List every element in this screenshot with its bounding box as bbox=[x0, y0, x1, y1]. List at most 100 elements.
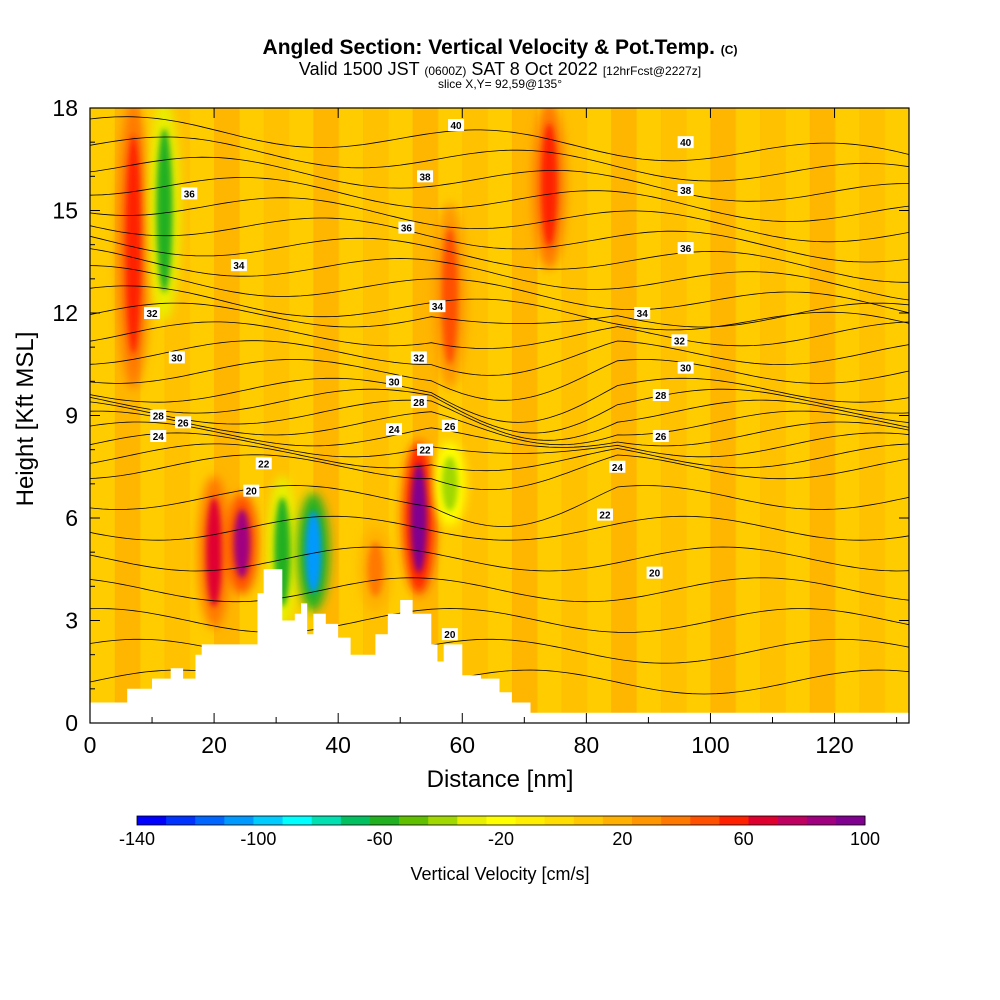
contour-label-box bbox=[168, 351, 185, 364]
isentrope-line bbox=[90, 136, 909, 182]
colorbar-swatch bbox=[369, 816, 400, 825]
colorbar-swatch bbox=[457, 816, 487, 825]
updraft-core bbox=[206, 497, 223, 607]
contour-label-box bbox=[634, 307, 651, 319]
isentrope-line bbox=[90, 177, 909, 222]
chart-title: Angled Section: Vertical Velocity & Pot.… bbox=[0, 36, 1000, 60]
y-tick-label: 0 bbox=[65, 710, 78, 736]
x-tick-label: 0 bbox=[84, 732, 97, 758]
y-tick-label: 12 bbox=[52, 300, 78, 326]
valid-prefix: Valid 1500 JST bbox=[298, 59, 420, 79]
contour-label: 36 bbox=[680, 244, 692, 255]
contour-label-box bbox=[448, 119, 465, 132]
isentrope-line bbox=[90, 515, 909, 541]
updraft-core bbox=[125, 135, 142, 354]
colorbar-swatch bbox=[399, 816, 429, 825]
slice-info: slice X,Y= 92,59@135° bbox=[437, 77, 563, 91]
x-axis: 0 20 40 60 80 100 120 bbox=[84, 108, 898, 758]
velocity-band bbox=[784, 108, 811, 723]
contour-label-box bbox=[386, 423, 403, 436]
colorbar-tick-label: 20 bbox=[612, 829, 632, 849]
isentrope-line bbox=[90, 410, 909, 446]
contour-label: 30 bbox=[680, 364, 692, 375]
contour-label-box bbox=[410, 351, 427, 364]
forecast-tag: [12hrFcst@2227z] bbox=[602, 64, 702, 78]
contour-label: 40 bbox=[451, 121, 463, 132]
colorbar-swatch bbox=[340, 816, 371, 825]
downdraft-core bbox=[156, 128, 173, 293]
y-tick-label: 15 bbox=[52, 198, 78, 224]
colorbar-swatch bbox=[777, 816, 808, 825]
velocity-band bbox=[338, 108, 364, 723]
updraft-core bbox=[541, 123, 558, 247]
y-tick-label: 3 bbox=[65, 608, 78, 634]
isentrope-line bbox=[90, 248, 909, 301]
contour-label-box bbox=[609, 460, 626, 473]
isentrope-line bbox=[90, 485, 909, 527]
isentrope-line bbox=[90, 217, 909, 263]
isentrope-line bbox=[90, 285, 909, 331]
contour-label-box bbox=[150, 409, 167, 422]
contour-label: 28 bbox=[655, 391, 667, 402]
colorbar-swatch bbox=[835, 816, 866, 825]
contour-label: 40 bbox=[680, 138, 692, 149]
velocity-band bbox=[809, 108, 836, 723]
colorbar-swatch bbox=[282, 816, 313, 825]
contour-label: 38 bbox=[419, 172, 431, 183]
colorbar-swatch bbox=[719, 816, 750, 825]
colorbar-frame bbox=[136, 815, 866, 826]
contour-label: 24 bbox=[612, 463, 624, 474]
contour-label-box bbox=[243, 484, 260, 497]
colorbar-swatch bbox=[224, 816, 254, 825]
contour-label: 36 bbox=[184, 189, 196, 200]
colorbar-swatch bbox=[544, 816, 575, 825]
contour-label: 20 bbox=[444, 630, 456, 641]
contour-label: 26 bbox=[178, 418, 190, 429]
downdraft-core bbox=[305, 511, 322, 594]
contour-label: 20 bbox=[649, 569, 661, 580]
contour-label: 32 bbox=[674, 336, 686, 347]
colorbar-swatch bbox=[632, 816, 662, 825]
y-axis-label: Height [Kft MSL] bbox=[12, 331, 39, 507]
colorbar-tick-label: 100 bbox=[850, 829, 880, 849]
contour-label: 28 bbox=[153, 412, 165, 423]
isentrope-line bbox=[90, 116, 909, 162]
contour-label: 30 bbox=[388, 377, 400, 388]
contour-label-box bbox=[150, 430, 167, 442]
downdraft-core bbox=[441, 456, 458, 512]
velocity-band bbox=[685, 108, 712, 723]
colorbar-swatch bbox=[166, 816, 196, 825]
colorbar-swatch bbox=[515, 816, 546, 825]
colorbar-label: Vertical Velocity [cm/s] bbox=[410, 864, 590, 884]
velocity-band bbox=[586, 108, 613, 723]
colorbar-swatch bbox=[428, 816, 458, 825]
contour-label-box bbox=[677, 136, 694, 149]
isentrope-line bbox=[90, 432, 909, 458]
contour-label: 32 bbox=[146, 309, 158, 320]
isentrope-line bbox=[90, 608, 909, 633]
isentrope-line bbox=[90, 546, 909, 572]
velocity-band bbox=[214, 108, 240, 723]
contour-label-box bbox=[429, 300, 446, 313]
velocity-band bbox=[487, 108, 513, 723]
velocity-bands bbox=[90, 108, 909, 723]
colorbar-tick-label: -20 bbox=[488, 829, 514, 849]
isentrope-line bbox=[90, 197, 909, 243]
contour-label: 28 bbox=[413, 398, 425, 409]
contour-label: 32 bbox=[413, 353, 425, 364]
contour-label: 34 bbox=[233, 261, 245, 272]
y-tick-label: 9 bbox=[65, 403, 78, 429]
contour-label: 22 bbox=[599, 511, 611, 522]
contour-label-box bbox=[652, 389, 669, 401]
contour-label-box bbox=[175, 416, 192, 429]
isentrope-line bbox=[90, 399, 909, 441]
colorbar-tick-label: -100 bbox=[240, 829, 276, 849]
isentrope-line bbox=[90, 454, 909, 490]
colorbar-swatch bbox=[602, 816, 633, 825]
colorbar-swatch bbox=[661, 816, 691, 825]
contour-label-box bbox=[596, 508, 613, 521]
velocity-band bbox=[834, 108, 861, 723]
contour-label-box bbox=[646, 566, 663, 579]
